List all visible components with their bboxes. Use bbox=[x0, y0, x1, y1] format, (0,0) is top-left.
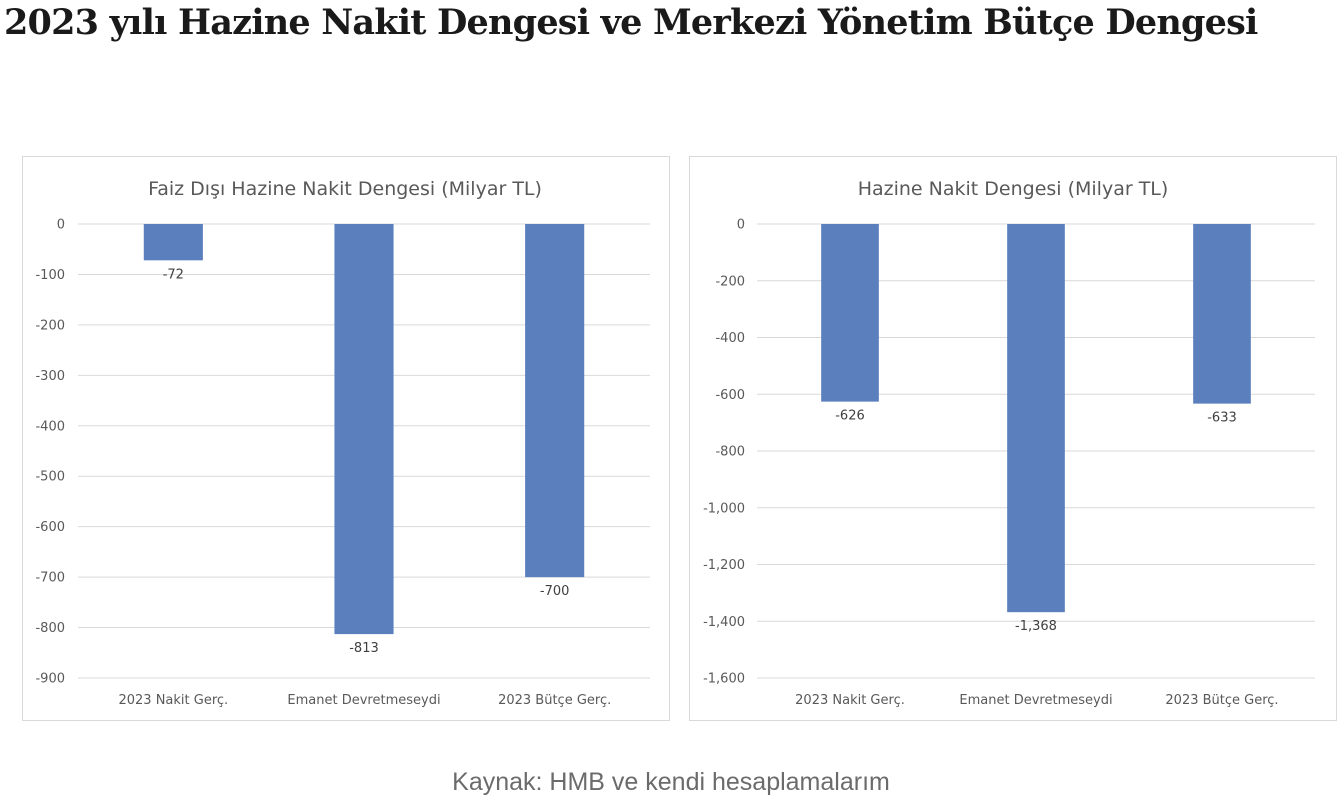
bar bbox=[1007, 224, 1065, 613]
y-tick-label: -1,000 bbox=[703, 501, 745, 516]
category-label: Emanet Devretmeseydi bbox=[959, 693, 1112, 708]
data-label: -1,368 bbox=[1015, 619, 1057, 634]
y-tick-label: -500 bbox=[35, 470, 65, 485]
page-title: 2023 yılı Hazine Nakit Dengesi ve Merkez… bbox=[4, 2, 1258, 43]
y-tick-label: -900 bbox=[35, 672, 65, 687]
category-label: 2023 Nakit Gerç. bbox=[795, 693, 905, 708]
data-label: -626 bbox=[835, 409, 865, 424]
data-label: -700 bbox=[540, 584, 570, 599]
bar bbox=[525, 224, 585, 578]
chart-hazine-nakit-dengesi: Hazine Nakit Dengesi (Milyar TL) 0 -200 -40… bbox=[703, 178, 1315, 708]
bar bbox=[821, 224, 879, 402]
chart-title: Hazine Nakit Dengesi (Milyar TL) bbox=[858, 178, 1169, 200]
y-tick-label: -100 bbox=[35, 268, 65, 283]
y-tick-label: 0 bbox=[737, 218, 745, 233]
y-tick-label: -1,400 bbox=[703, 615, 745, 630]
category-label: 2023 Nakit Gerç. bbox=[118, 693, 228, 708]
y-tick-label: -600 bbox=[35, 520, 65, 535]
y-tick-label: 0 bbox=[57, 218, 65, 233]
y-tick-label: -800 bbox=[35, 621, 65, 636]
category-label: 2023 Bütçe Gerç. bbox=[498, 693, 611, 708]
y-tick-label: -200 bbox=[35, 318, 65, 333]
source-caption: Kaynak: HMB ve kendi hesaplamalarım bbox=[452, 768, 890, 796]
y-tick-label: -400 bbox=[35, 419, 65, 434]
y-tick-label: -1,200 bbox=[703, 558, 745, 573]
y-tick-label: -700 bbox=[35, 571, 65, 586]
chart-panel-hazine-nakit: Hazine Nakit Dengesi (Milyar TL) 0 -200 -40… bbox=[689, 156, 1337, 721]
y-tick-label: -200 bbox=[715, 274, 745, 289]
category-label: Emanet Devretmeseydi bbox=[287, 693, 440, 708]
y-tick-label: -600 bbox=[715, 388, 745, 403]
chart-title: Faiz Dışı Hazine Nakit Dengesi (Milyar T… bbox=[148, 178, 542, 200]
bar bbox=[334, 224, 394, 635]
data-label: -633 bbox=[1207, 411, 1237, 426]
chart-faiz-disi-hazine-nakit-dengesi: Faiz Dışı Hazine Nakit Dengesi (Milyar T… bbox=[35, 178, 650, 708]
chart-panel-faiz-disi: Faiz Dışı Hazine Nakit Dengesi (Milyar T… bbox=[22, 156, 670, 721]
category-label: 2023 Bütçe Gerç. bbox=[1165, 693, 1278, 708]
y-tick-label: -300 bbox=[35, 369, 65, 384]
bar bbox=[143, 224, 203, 261]
y-tick-label: -400 bbox=[715, 331, 745, 346]
data-label: -72 bbox=[163, 267, 184, 282]
bar bbox=[1193, 224, 1251, 404]
y-tick-label: -800 bbox=[715, 445, 745, 460]
y-tick-label: -1,600 bbox=[703, 672, 745, 687]
data-label: -813 bbox=[349, 641, 379, 656]
